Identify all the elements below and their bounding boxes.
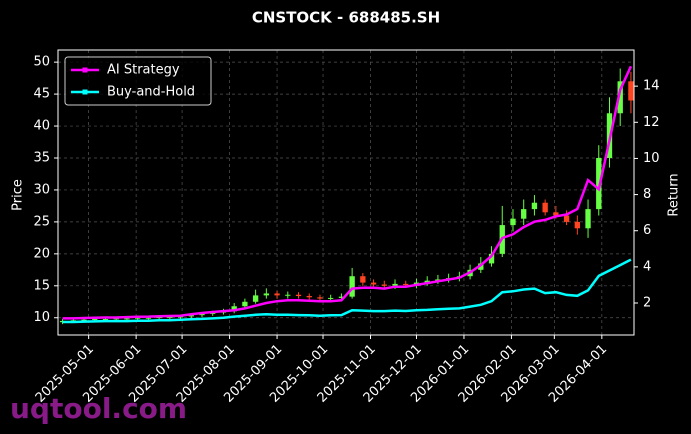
chart-title: CNSTOCK - 688485.SH — [252, 9, 440, 27]
candle-body — [156, 317, 162, 319]
candle-body — [210, 312, 216, 314]
candle-body — [424, 280, 430, 283]
watermark: uqtool.com — [10, 392, 187, 425]
y2-tick-label: 10 — [643, 151, 660, 166]
candle-body — [403, 283, 409, 286]
y-tick-label: 15 — [33, 278, 50, 293]
candle-body — [349, 276, 355, 297]
legend: AI Strategy Buy-and-Hold — [64, 56, 212, 106]
y-tick-label: 30 — [33, 182, 50, 197]
candle-body — [617, 81, 623, 114]
candle-body — [113, 318, 119, 320]
y2-axis-label: Return — [667, 173, 682, 216]
candle-body — [134, 317, 141, 319]
y-tick-label: 20 — [33, 246, 50, 261]
candle-body — [59, 320, 66, 323]
legend-label: AI Strategy — [107, 63, 180, 78]
candle-body — [381, 284, 387, 286]
candle-body — [478, 263, 484, 270]
candle-body — [124, 318, 130, 320]
candle-body — [92, 319, 98, 321]
y-tick-label: 10 — [33, 310, 50, 325]
y2-tick-label: 6 — [643, 223, 651, 238]
candle-body — [521, 209, 527, 219]
legend-box — [64, 56, 212, 106]
candle-body — [510, 218, 516, 226]
candle-body — [563, 215, 570, 222]
candle-body — [360, 276, 366, 283]
candle-body — [295, 294, 302, 297]
candle-body — [199, 313, 205, 316]
candle-body — [338, 296, 345, 298]
candle-body — [542, 202, 548, 213]
candle-body — [306, 296, 312, 298]
candle-body — [252, 295, 259, 302]
legend-marker — [82, 89, 88, 95]
series-line — [62, 65, 633, 320]
candle-body — [263, 293, 270, 296]
candle-body — [167, 317, 173, 319]
y-axis-label: Price — [11, 179, 26, 211]
y-tick-label: 25 — [33, 214, 50, 229]
candle-body — [188, 315, 194, 317]
candle-body — [145, 317, 152, 319]
candle-body — [81, 319, 87, 321]
y-tick-label: 35 — [33, 150, 50, 165]
candle-body — [242, 301, 248, 307]
candle-body — [488, 253, 495, 264]
y2-tick-label: 14 — [643, 79, 660, 94]
y-tick-label: 45 — [33, 87, 50, 102]
legend-label: Buy-and-Hold — [107, 85, 195, 100]
legend-marker — [82, 67, 88, 73]
candle-body — [274, 293, 280, 296]
candle-body — [553, 212, 559, 216]
candle-body — [585, 209, 591, 229]
candle-body — [317, 297, 323, 299]
y2-tick-label: 4 — [643, 259, 651, 274]
candle-body — [285, 294, 291, 296]
candle-body — [328, 297, 334, 299]
series-line — [62, 258, 632, 324]
candle-body — [177, 316, 184, 318]
y-tick-label: 50 — [33, 55, 50, 70]
y2-tick-label: 12 — [643, 115, 660, 130]
plot-frame — [57, 49, 635, 336]
y2-tick-label: 8 — [643, 187, 651, 202]
y-tick-label: 40 — [33, 119, 50, 134]
candle-body — [370, 282, 377, 285]
y2-tick-label: 2 — [643, 296, 651, 311]
candle-body — [531, 202, 538, 210]
candle-body — [102, 319, 109, 321]
candle-body — [574, 221, 580, 229]
candle-body — [392, 283, 398, 286]
candle-body — [628, 81, 634, 101]
candle-body — [231, 306, 237, 312]
